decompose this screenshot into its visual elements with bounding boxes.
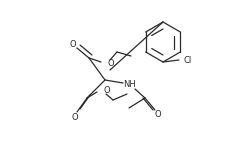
Text: O: O bbox=[103, 86, 110, 95]
Text: O: O bbox=[155, 110, 161, 119]
Text: NH: NH bbox=[123, 80, 135, 88]
Text: Cl: Cl bbox=[184, 56, 192, 65]
Text: O: O bbox=[70, 39, 76, 49]
Text: O: O bbox=[107, 58, 114, 67]
Text: O: O bbox=[72, 112, 78, 121]
